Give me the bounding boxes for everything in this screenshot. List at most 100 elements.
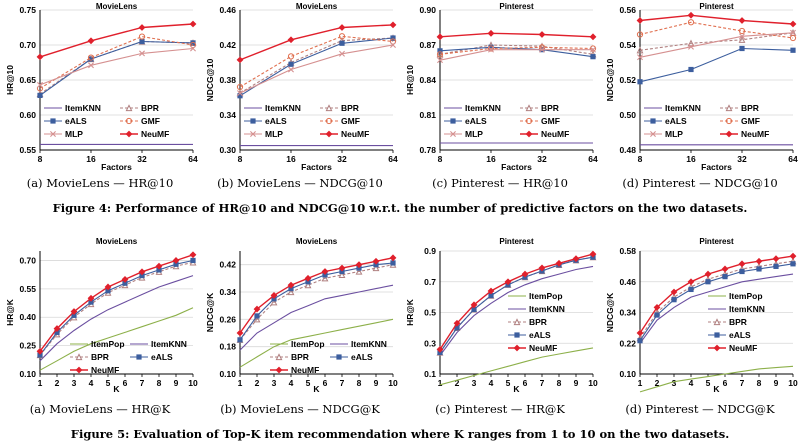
fig4d-series-bpr-point <box>738 36 746 43</box>
fig5c-legend-itemknn-label: ItemKNN <box>529 304 565 314</box>
fig5c-subcaption: (c) Pinterest — HR@K <box>435 402 565 416</box>
fig5d-legend-itempop-label: ItemPop <box>729 291 763 301</box>
fig5b-legend-neumf-label: NeuMF <box>291 365 319 375</box>
fig4d-series-mlp-point <box>790 29 796 36</box>
fig4d-legend-bpr-marker <box>725 104 733 112</box>
fig4a-series-eals-point <box>139 38 145 45</box>
fig5d-series-eals-point <box>739 268 745 275</box>
fig5a-series-itempop-line <box>39 307 194 371</box>
fig4c-series-neumf-point <box>538 31 546 38</box>
fig4a-series-mlp-line <box>39 47 194 86</box>
fig5b-subcaption: (b) MovieLens — NDCG@K <box>220 402 380 416</box>
fig5c-series-neumf-point <box>555 259 563 267</box>
fig4b-series-neumf-point <box>389 21 397 29</box>
fig4d-xlabel: Factors <box>701 162 732 172</box>
fig4d-ytick-label: 0.52 <box>619 75 636 85</box>
fig4a-ytick-label: 0.60 <box>19 110 36 120</box>
figure4-caption: Figure 4: Performance of HR@10 and NDCG@… <box>52 201 748 215</box>
fig5b-ytick-label: 0.34 <box>219 287 236 297</box>
fig4a-series-neumf-line <box>39 23 194 58</box>
fig4a-legend-eals-marker <box>50 118 56 124</box>
fig4d-series-eals-point <box>688 66 694 73</box>
fig5a-ytick-label: 0.10 <box>19 369 36 379</box>
fig4a-legend-bpr-marker <box>125 104 133 112</box>
fig5a-series-eals-point <box>190 257 196 264</box>
fig4d-xtick-label: 64 <box>788 154 798 164</box>
fig4b-ytick-label: 0.46 <box>219 5 236 15</box>
fig4a-ylabel: HR@10 <box>5 65 15 95</box>
fig4b-series-mlp-line <box>239 44 394 94</box>
fig5b-xtick-label: 3 <box>272 378 277 388</box>
fig5c-xtick-label: 10 <box>588 378 598 388</box>
fig5b-xtick-label: 4 <box>289 378 294 388</box>
fig4b-legend-itemknn-label: ItemKNN <box>265 103 301 113</box>
fig4c-xtick-label: 8 <box>438 154 443 164</box>
fig5d-legend-eals-label: eALS <box>729 330 751 340</box>
fig5a-xtick-label: 2 <box>55 378 60 388</box>
fig4a-legend-eals-label: eALS <box>65 116 87 126</box>
fig4a-series-gmf-point <box>138 33 146 40</box>
fig4d-ytick-label: 0.50 <box>619 110 636 120</box>
fig5b-svg: MovieLens 0.10 0.18 0.26 0.34 0.42 1 2 3 4 5 6 7 8 9 10… <box>205 237 398 416</box>
fig4b-series-eals-line <box>239 37 394 97</box>
fig4a-series-mlp-point <box>190 45 196 52</box>
fig5d-series-eals-line <box>639 263 794 342</box>
fig4a-legend-itemknn-label: ItemKNN <box>65 103 101 113</box>
fig5c-xtick-label: 4 <box>489 378 494 388</box>
fig5b-legend-bpr-marker <box>275 353 283 361</box>
fig5b-title: MovieLens <box>296 237 338 246</box>
fig5b-series-eals-point <box>288 285 294 292</box>
fig4b-subcaption: (b) MovieLens — NDCG@10 <box>217 176 383 190</box>
fig4a-series-neumf-point <box>36 53 44 61</box>
fig5b-series-eals-point <box>237 337 243 343</box>
fig4a-series-eals-point <box>37 92 43 98</box>
fig4a-ytick-label: 0.65 <box>19 75 36 85</box>
fig5a-subcaption: (a) MovieLens — HR@K <box>30 402 171 416</box>
fig4b-xtick-label: 32 <box>337 154 347 164</box>
fig4d-xtick-label: 32 <box>737 154 747 164</box>
fig5d-legend-bpr-label: BPR <box>729 317 747 327</box>
fig5c-ytick-label: 0.7 <box>424 277 436 287</box>
fig4d-legend-itemknn-label: ItemKNN <box>665 103 701 113</box>
fig4b-legend-gmf-label: GMF <box>341 116 360 126</box>
fig5b-legend-bpr-label: BPR <box>291 352 309 362</box>
fig4b-ytick-label: 0.38 <box>219 75 236 85</box>
fig5c-xtick-label: 6 <box>523 378 528 388</box>
fig5d-series-neumf-point <box>704 270 712 278</box>
fig4a-ytick-label: 0.70 <box>19 40 36 50</box>
fig4d-series-neumf-point <box>789 20 797 28</box>
fig5d-legend-neumf-label: NeuMF <box>729 343 757 353</box>
fig5d-series-eals-point <box>773 263 779 269</box>
fig5d-xtick-label: 4 <box>689 378 694 388</box>
fig5d-legend-eals-marker <box>714 332 720 338</box>
fig4d-series-gmf-point <box>738 27 746 35</box>
fig5c-series-neumf-point <box>538 264 546 272</box>
fig5b-xtick-label: 2 <box>255 378 260 388</box>
fig5b-series-eals-point <box>271 296 277 302</box>
fig5b-series-bpr-point <box>338 271 346 279</box>
fig5b-series-bpr-point <box>270 298 278 306</box>
fig4b-series-mlp-point <box>339 50 345 57</box>
fig5c-legend-bpr-marker <box>513 318 521 326</box>
fig5a-xtick-label: 1 <box>38 378 43 388</box>
fig4b-ytick-label: 0.34 <box>219 110 236 120</box>
fig5d-xtick-label: 2 <box>655 378 660 388</box>
fig5c-legend-itempop-label: ItemPop <box>529 291 563 301</box>
fig5a-legend-neumf-marker <box>75 366 83 374</box>
fig5c-xtick-label: 7 <box>540 378 545 388</box>
fig5a-legend-eals-marker <box>136 354 142 360</box>
fig4a-series-neumf-point <box>138 24 146 31</box>
fig5a-series-neumf-point <box>121 275 129 283</box>
fig5b-series-bpr-line <box>239 264 394 341</box>
fig4c-legend-gmf-marker <box>525 117 533 125</box>
fig4b-series-eals-point <box>390 35 396 41</box>
fig5c-legend-neumf-marker <box>513 344 521 352</box>
fig4b-series-gmf-point <box>287 53 295 60</box>
fig4c-series-bpr-line <box>439 44 594 55</box>
fig4d-series-eals-line <box>639 47 794 83</box>
fig5d-xtick-label: 3 <box>672 378 677 388</box>
fig4b-series-mlp-point <box>237 90 243 97</box>
fig4b-title: MovieLens <box>296 2 338 11</box>
fig4b-series-eals-point <box>339 40 345 46</box>
fig5a-title: MovieLens <box>96 237 138 246</box>
